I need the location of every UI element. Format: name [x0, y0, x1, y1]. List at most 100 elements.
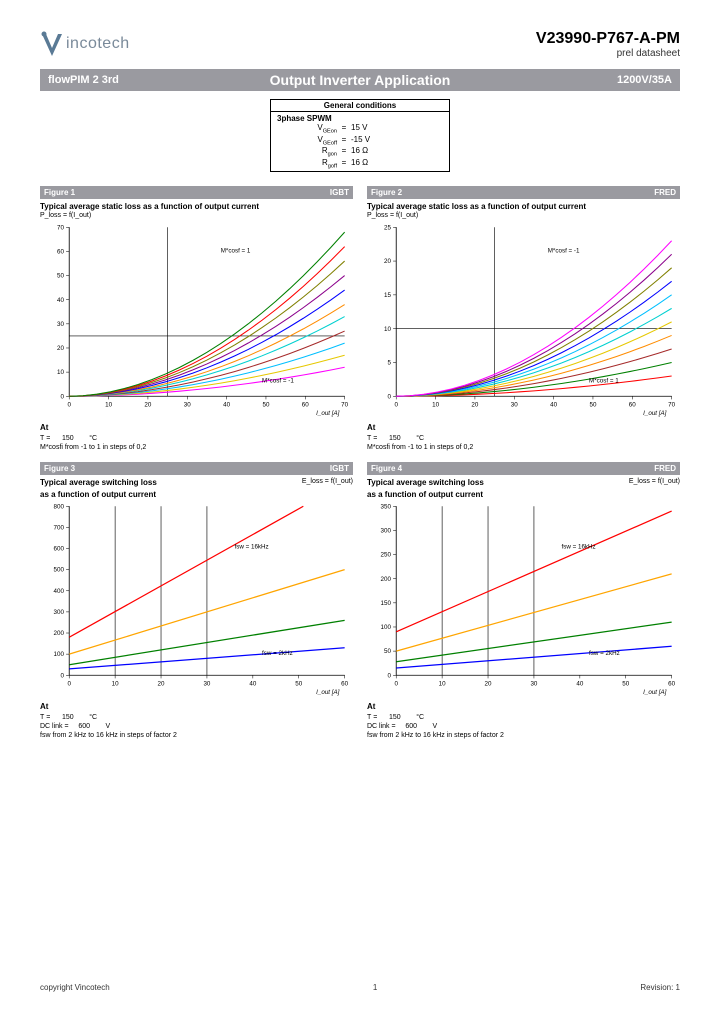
svg-text:40: 40: [576, 681, 583, 688]
svg-text:800: 800: [54, 503, 65, 510]
chart: 010203040506070010203040506070I_out [A]P…: [40, 221, 353, 419]
svg-text:200: 200: [381, 576, 392, 583]
chart: 0102030405060700510152025I_out [A]P_loss…: [367, 221, 680, 419]
svg-text:20: 20: [158, 681, 165, 688]
title-right: 1200V/35A: [560, 74, 680, 86]
svg-text:60: 60: [668, 681, 675, 688]
svg-text:10: 10: [105, 402, 112, 409]
svg-text:10: 10: [384, 326, 391, 333]
svg-text:50: 50: [262, 402, 269, 409]
svg-text:0: 0: [394, 402, 398, 409]
svg-text:150: 150: [381, 600, 392, 607]
svg-text:0: 0: [394, 681, 398, 688]
general-conditions: General conditions 3phase SPWMVGEon=15 V…: [270, 99, 450, 172]
svg-text:M*cosf = -1: M*cosf = -1: [548, 248, 580, 255]
svg-text:30: 30: [57, 321, 64, 328]
svg-text:250: 250: [381, 552, 392, 559]
svg-text:0: 0: [67, 681, 71, 688]
svg-text:0: 0: [388, 672, 392, 679]
part-number: V23990-P767-A-PM: [536, 30, 680, 48]
figure-3: Figure 3IGBTTypical average switching lo…: [40, 462, 353, 740]
svg-text:300: 300: [54, 609, 65, 616]
conditions-body: 3phase SPWMVGEon=15 VVGEoff=-15 VRgon=16…: [271, 112, 449, 171]
svg-text:500: 500: [54, 567, 65, 574]
at-block: AtT = 150 °CM*cosfi from -1 to 1 in step…: [40, 423, 353, 452]
footer-left: copyright Vincotech: [40, 983, 110, 992]
svg-text:0: 0: [388, 393, 392, 400]
svg-text:fsw = 16kHz: fsw = 16kHz: [561, 543, 595, 550]
figure-1: Figure 1IGBTTypical average static loss …: [40, 186, 353, 451]
svg-text:M*cosf = 1: M*cosf = 1: [589, 378, 619, 385]
fig-header: Figure 1IGBT: [40, 186, 353, 199]
svg-text:60: 60: [302, 402, 309, 409]
svg-text:fsw = 2kHz: fsw = 2kHz: [589, 650, 620, 657]
svg-text:50: 50: [589, 402, 596, 409]
svg-text:60: 60: [629, 402, 636, 409]
svg-text:40: 40: [249, 681, 256, 688]
svg-text:50: 50: [295, 681, 302, 688]
at-block: AtT = 150 °CM*cosfi from -1 to 1 in step…: [367, 423, 680, 452]
conditions-title: General conditions: [271, 100, 449, 112]
svg-text:30: 30: [530, 681, 537, 688]
svg-text:15: 15: [384, 292, 391, 299]
chart: 01020304050600100200300400500600700800I_…: [40, 500, 353, 698]
svg-text:100: 100: [54, 651, 65, 658]
logo: incotech: [40, 30, 130, 58]
logo-text: incotech: [66, 35, 130, 53]
svg-text:350: 350: [381, 503, 392, 510]
svg-text:I_out [A]: I_out [A]: [316, 689, 340, 696]
figure-2: Figure 2FREDTypical average static loss …: [367, 186, 680, 451]
svg-text:200: 200: [54, 630, 65, 637]
svg-text:10: 10: [439, 681, 446, 688]
svg-text:30: 30: [203, 681, 210, 688]
svg-text:fsw = 16kHz: fsw = 16kHz: [234, 543, 268, 550]
at-block: AtT = 150 °CDC link = 600 Vfsw from 2 kH…: [367, 702, 680, 740]
svg-text:50: 50: [384, 648, 391, 655]
header: incotech V23990-P767-A-PM prel datasheet: [40, 30, 680, 59]
part-sub: prel datasheet: [536, 48, 680, 59]
svg-text:10: 10: [112, 681, 119, 688]
fig-header: Figure 4FRED: [367, 462, 680, 475]
footer: copyright Vincotech 1 Revision: 1: [40, 983, 680, 992]
svg-text:M*cosf = -1: M*cosf = -1: [262, 378, 294, 385]
svg-text:0: 0: [61, 393, 65, 400]
svg-text:5: 5: [388, 360, 392, 367]
svg-text:70: 70: [341, 402, 348, 409]
datasheet-page: incotech V23990-P767-A-PM prel datasheet…: [0, 0, 720, 1012]
svg-text:400: 400: [54, 588, 65, 595]
at-block: AtT = 150 °CDC link = 600 Vfsw from 2 kH…: [40, 702, 353, 740]
svg-text:0: 0: [61, 672, 65, 679]
svg-text:30: 30: [511, 402, 518, 409]
part-info: V23990-P767-A-PM prel datasheet: [536, 30, 680, 59]
svg-text:300: 300: [381, 527, 392, 534]
fig-header: Figure 2FRED: [367, 186, 680, 199]
svg-text:M*cosf = 1: M*cosf = 1: [221, 248, 251, 255]
logo-mark: [40, 30, 64, 58]
chart: 0102030405060050100150200250300350I_out …: [367, 500, 680, 698]
footer-center: 1: [373, 983, 377, 992]
svg-text:40: 40: [57, 297, 64, 304]
svg-text:600: 600: [54, 546, 65, 553]
svg-text:700: 700: [54, 524, 65, 531]
fig-header: Figure 3IGBT: [40, 462, 353, 475]
svg-text:70: 70: [668, 402, 675, 409]
footer-right: Revision: 1: [640, 983, 680, 992]
svg-text:100: 100: [381, 624, 392, 631]
svg-text:50: 50: [57, 273, 64, 280]
svg-text:I_out [A]: I_out [A]: [316, 410, 340, 417]
svg-text:10: 10: [57, 369, 64, 376]
svg-text:25: 25: [384, 224, 391, 231]
svg-text:fsw = 2kHz: fsw = 2kHz: [262, 650, 293, 657]
title-center: Output Inverter Application: [160, 72, 560, 88]
svg-text:0: 0: [67, 402, 71, 409]
svg-text:40: 40: [223, 402, 230, 409]
svg-text:40: 40: [550, 402, 557, 409]
svg-text:20: 20: [57, 345, 64, 352]
svg-text:60: 60: [341, 681, 348, 688]
svg-text:20: 20: [485, 681, 492, 688]
figures-row-1: Figure 1IGBTTypical average static loss …: [40, 186, 680, 451]
svg-text:20: 20: [144, 402, 151, 409]
figures-row-2: Figure 3IGBTTypical average switching lo…: [40, 462, 680, 740]
title-bar: flowPIM 2 3rd Output Inverter Applicatio…: [40, 69, 680, 91]
svg-text:20: 20: [471, 402, 478, 409]
